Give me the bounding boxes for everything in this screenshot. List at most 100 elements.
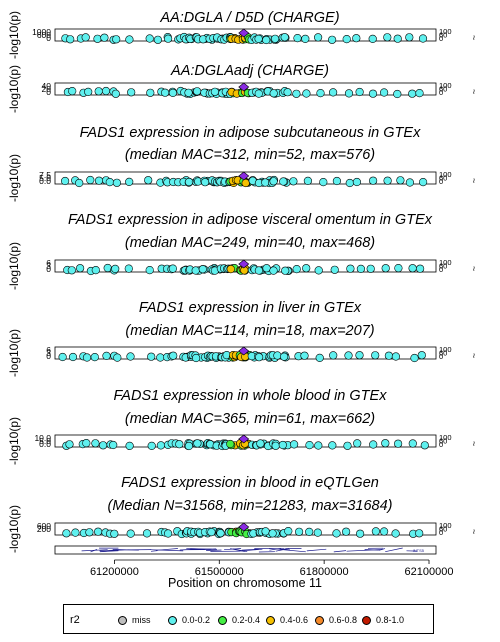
panel-title: AA:DGLA / D5D (CHARGE) [159,10,339,26]
snp-point [303,176,313,185]
snp-point [371,351,380,360]
gene-mark [149,549,184,552]
snp-point [342,527,351,536]
snp-point [164,34,173,43]
snp-point [144,176,153,185]
snp-point [410,353,419,363]
legend-item: miss [118,615,151,625]
right-tick-label: 100 [439,258,452,267]
legend-label: miss [132,615,151,625]
lead-snp-marker [238,522,250,532]
snp-point [94,87,103,96]
legend-swatch [362,615,371,625]
snp-point [289,177,298,186]
lead-snp-marker [238,82,250,92]
legend-swatch [218,615,227,625]
snp-point [109,440,118,450]
y-axis-label: -log10(p) [7,242,21,290]
right-tick-label: 0 [439,352,443,361]
snp-point [329,351,338,360]
snp-point [284,526,293,536]
snp-point [113,353,122,362]
y-axis-label: -log10(p) [7,417,21,465]
snp-point [216,529,225,538]
snp-point [352,34,361,43]
gene-mark [333,550,347,553]
snp-point [269,89,278,98]
snp-point [416,264,425,273]
snp-point [156,353,165,362]
snp-point [314,441,323,450]
right-axis-symbol: ~ [469,441,479,446]
snp-point [356,264,366,274]
snp-point [93,527,103,536]
snp-point [278,440,287,450]
snp-point [191,266,200,275]
snp-point [75,178,84,188]
snp-point [86,175,95,185]
snp-point [368,34,377,44]
snp-point [125,35,134,44]
snp-point [192,353,201,363]
snp-point [394,439,403,448]
y-axis-label: -log10(p) [7,65,21,113]
snp-point [283,88,292,97]
y-tick-label: 10.0 [34,433,51,443]
snp-point [408,89,417,98]
legend-item: 0.4-0.6 [266,615,308,625]
panel-title: (median MAC=312, min=52, max=576) [125,147,375,163]
x-tick-label: 61500000 [195,566,244,578]
snp-point [126,352,135,361]
snp-point [293,33,302,43]
snp-point [273,351,282,360]
snp-point [394,264,403,273]
snp-point [125,441,134,451]
snp-point [380,527,389,536]
right-tick-label: 0 [439,440,443,449]
snp-point [383,176,392,185]
snp-point [147,441,156,451]
gene-mark [306,548,327,552]
snp-point [290,440,299,449]
right-tick-label: 0 [439,88,443,97]
right-tick-label: 0 [439,34,443,43]
y-tick-label: 7.5 [39,170,51,180]
right-axis-symbol: ~ [469,89,479,94]
legend-label: 0.0-0.2 [182,615,211,625]
x-tick-label: 62100000 [405,566,454,578]
snp-point [66,35,75,44]
snp-point [328,35,337,44]
legend-swatch [118,615,127,625]
snp-point [210,87,219,96]
right-tick-label: 0 [439,177,443,186]
snp-point [313,528,322,537]
snp-point [346,264,355,273]
snp-point [292,89,301,98]
snp-point [112,178,121,187]
right-tick-label: 0 [439,528,443,537]
y-tick-label: 6 [46,345,51,355]
snp-point [201,178,210,187]
x-tick-label: 61800000 [300,566,349,578]
snp-point [262,35,271,45]
legend-item: 0.6-0.8 [315,615,357,625]
snp-point [418,34,428,43]
y-tick-label: 3 [46,261,51,271]
snp-point [342,34,351,44]
y-tick-label: 3 [46,348,51,358]
snp-point [198,265,207,274]
snp-point [345,178,354,188]
gene-mark [90,548,98,553]
panel-title: FADS1 expression in whole blood in GTEx [114,388,388,404]
snp-point [369,176,378,185]
snp-point [110,529,119,538]
snp-point [396,176,405,185]
snp-point [261,178,270,187]
gene-mark [156,548,178,551]
snp-point [68,86,77,96]
snp-point [147,352,156,361]
r2-legend: r2 miss 0.0-0.2 0.2-0.4 0.4-0.6 0.6-0.8 0.8-1… [63,604,434,634]
gene-mark [206,549,222,551]
snp-point [168,88,177,97]
snp-point [111,264,120,274]
